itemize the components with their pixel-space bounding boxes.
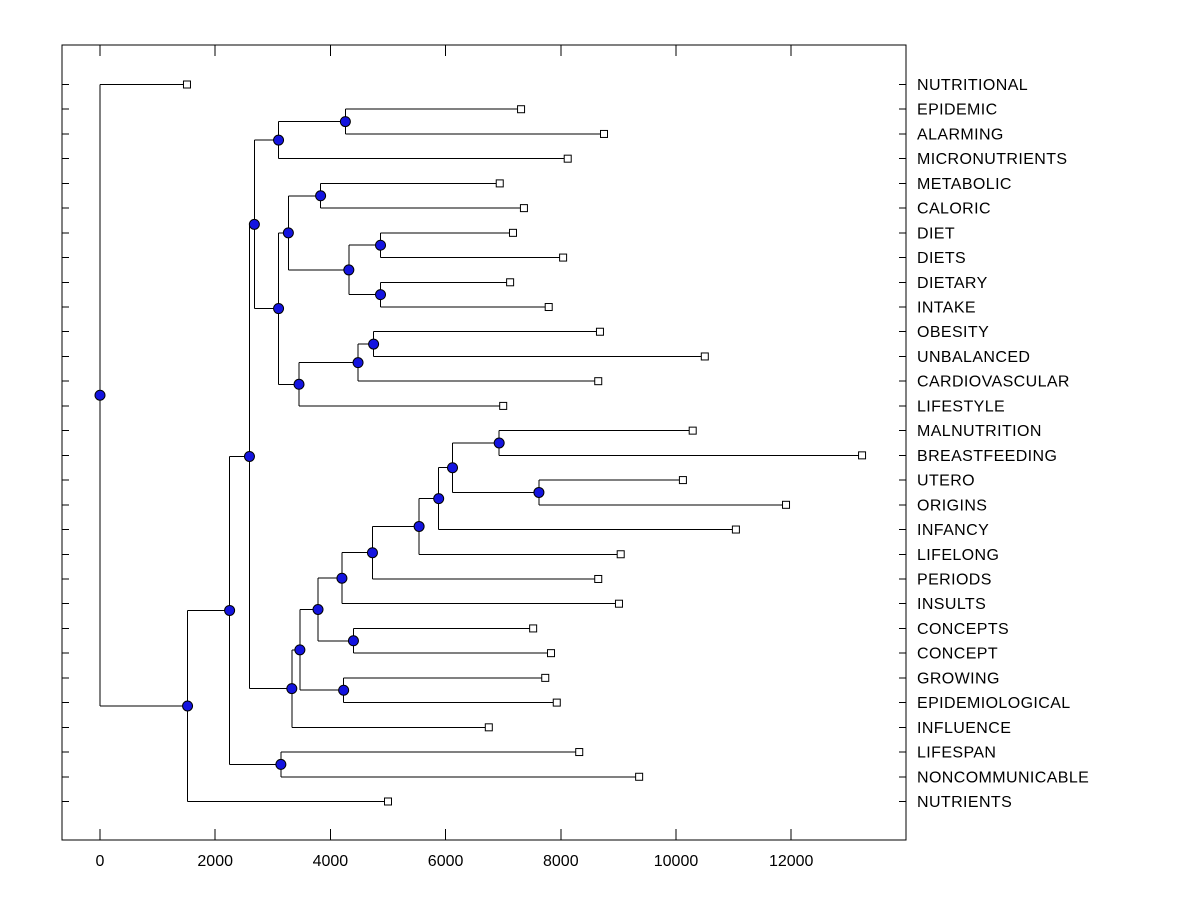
leaf-label: NUTRITIONAL (917, 77, 1028, 94)
leaf-marker (552, 698, 561, 707)
node-marker (433, 493, 445, 505)
leaf-label: UNBALANCED (917, 349, 1030, 366)
node-marker (315, 190, 327, 202)
node-marker (447, 462, 459, 474)
leaf-marker (594, 574, 603, 583)
node-marker (375, 289, 387, 301)
node-marker (343, 264, 355, 276)
node-marker (312, 603, 324, 615)
node-marker (375, 239, 387, 251)
node-marker (273, 134, 285, 146)
leaf-label: CONCEPT (917, 646, 998, 663)
leaf-label: METABOLIC (917, 176, 1012, 193)
leaf-label: CALORIC (917, 201, 991, 218)
leaf-label: LIFESTYLE (917, 398, 1005, 415)
leaf-label: DIETARY (917, 275, 988, 292)
leaf-marker (782, 500, 791, 509)
x-tick-label: 4000 (313, 853, 349, 870)
leaf-marker (858, 451, 867, 460)
leaf-label: INSULTS (917, 596, 986, 613)
leaf-label: INFLUENCE (917, 720, 1011, 737)
leaf-label: UTERO (917, 473, 975, 490)
leaf-marker (614, 599, 623, 608)
leaf-label: CONCEPTS (917, 621, 1009, 638)
node-marker (294, 644, 306, 656)
node-marker (224, 604, 236, 616)
leaf-label: OBESITY (917, 324, 989, 341)
leaf-label: ALARMING (917, 126, 1004, 143)
node-marker (533, 486, 545, 498)
node-marker (293, 378, 305, 390)
leaf-marker (600, 129, 608, 138)
leaf-marker (519, 204, 528, 213)
leaf-marker (563, 154, 572, 163)
node-marker (366, 547, 378, 559)
leaf-marker (495, 179, 504, 188)
leaf-marker (541, 673, 550, 682)
leaf-marker (182, 80, 191, 89)
x-tick-label: 12000 (769, 853, 814, 870)
leaf-marker (678, 476, 687, 485)
axis-box (61, 44, 907, 841)
leaf-marker (384, 797, 392, 806)
leaf-label: EPIDEMIOLOGICAL (917, 695, 1071, 712)
leaf-marker (506, 278, 515, 287)
leaf-label: EPIDEMIC (917, 102, 998, 119)
leaf-marker (594, 377, 603, 386)
node-marker (182, 700, 194, 712)
leaf-marker (616, 550, 625, 559)
node-marker (243, 450, 255, 462)
node-marker (336, 572, 348, 584)
leaf-label: PERIODS (917, 571, 992, 588)
leaf-marker (544, 303, 553, 312)
node-marker (339, 116, 351, 128)
leaf-label: MALNUTRITION (917, 423, 1042, 440)
leaf-marker (595, 327, 604, 336)
x-tick-label: 6000 (428, 853, 464, 870)
node-marker (275, 758, 287, 770)
node-marker (493, 437, 505, 449)
leaf-label: ORIGINS (917, 497, 987, 514)
x-tick-label: 2000 (197, 853, 233, 870)
leaf-marker (499, 401, 508, 410)
leaf-label: INFANCY (917, 522, 989, 539)
node-marker (94, 389, 106, 401)
leaf-label: INTAKE (917, 300, 976, 317)
leaf-marker (547, 649, 556, 658)
leaf-marker (529, 624, 538, 633)
leaf-label: MICRONUTRIENTS (917, 151, 1067, 168)
node-marker (347, 635, 359, 647)
x-tick-label: 10000 (654, 853, 699, 870)
node-marker (352, 357, 364, 369)
leaf-marker (731, 525, 740, 534)
node-marker (368, 338, 380, 350)
node-marker (273, 303, 285, 315)
leaf-label: LIFESPAN (917, 745, 996, 762)
node-marker (248, 218, 260, 230)
node-marker (286, 683, 298, 695)
node-marker (282, 227, 294, 239)
leaf-marker (688, 426, 697, 435)
leaf-label: NUTRIENTS (917, 794, 1012, 811)
leaf-marker (517, 105, 526, 114)
leaf-label: CARDIOVASCULAR (917, 374, 1070, 391)
leaf-label: NONCOMMUNICABLE (917, 769, 1089, 786)
x-tick-label: 8000 (543, 853, 579, 870)
leaf-label: GROWING (917, 670, 1000, 687)
leaf-label: DIET (917, 225, 955, 242)
leaf-marker (508, 228, 517, 237)
leaf-marker (559, 253, 568, 262)
leaf-label: BREASTFEEDING (917, 448, 1057, 465)
leaf-marker (484, 723, 493, 732)
x-tick-label: 0 (96, 853, 105, 870)
node-marker (338, 684, 350, 696)
leaf-label: DIETS (917, 250, 966, 267)
leaf-label: LIFELONG (917, 547, 999, 564)
leaf-marker (700, 352, 709, 361)
leaf-marker (635, 772, 644, 781)
leaf-marker (575, 748, 584, 757)
node-marker (413, 520, 425, 532)
